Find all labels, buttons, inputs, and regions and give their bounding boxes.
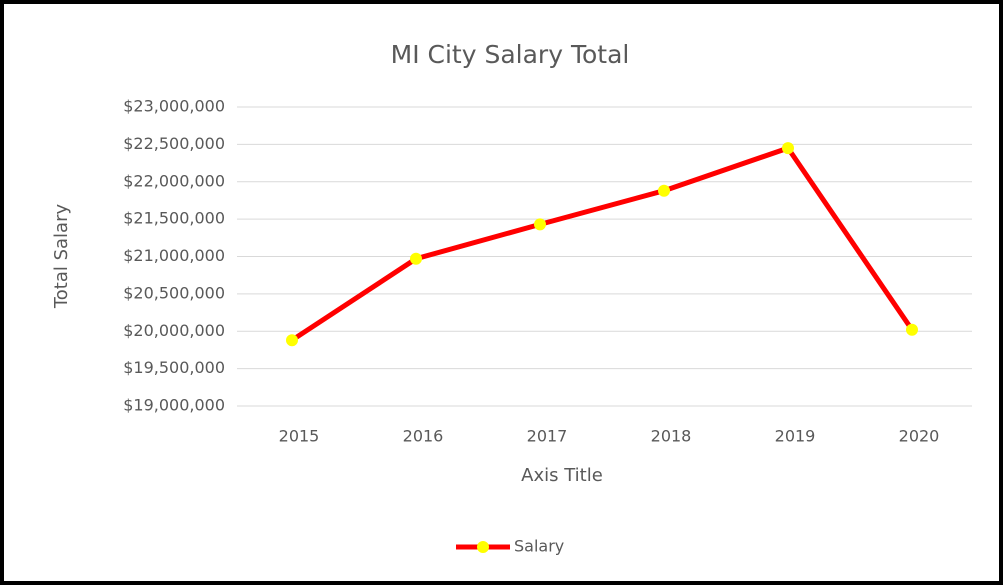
marker	[410, 252, 422, 265]
x-tick-label: 2017	[527, 427, 568, 446]
y-tick-label: $21,000,000	[123, 246, 225, 265]
marker	[286, 334, 298, 347]
marker	[782, 142, 794, 155]
marker	[906, 323, 918, 336]
x-tick-label: 2020	[899, 427, 940, 446]
x-tick-label: 2016	[403, 427, 444, 446]
y-axis-title: Total Salary	[51, 204, 72, 310]
y-tick-label: $20,000,000	[123, 321, 225, 340]
x-tick-label: 2018	[651, 427, 692, 446]
legend-marker	[477, 541, 489, 553]
marker	[534, 218, 546, 231]
y-tick-label: $20,500,000	[123, 283, 225, 302]
y-tick-label: $19,000,000	[123, 396, 225, 415]
line	[290, 145, 915, 343]
y-tick-label: $22,500,000	[123, 134, 225, 153]
marker	[658, 184, 670, 197]
y-tick-label: $23,000,000	[123, 97, 225, 116]
x-tick-label: 2019	[775, 427, 816, 446]
y-tick-label: $21,500,000	[123, 209, 225, 228]
y-tick-label: $19,500,000	[123, 358, 225, 377]
legend-label: Salary	[514, 537, 564, 556]
x-axis-title: Axis Title	[521, 465, 603, 486]
x-tick-label: 2015	[279, 427, 320, 446]
y-tick-label: $22,000,000	[123, 171, 225, 190]
chart-title: MI City Salary Total	[391, 40, 630, 69]
